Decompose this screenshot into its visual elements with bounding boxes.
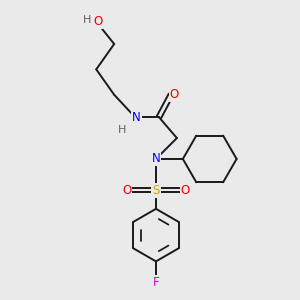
Text: O: O xyxy=(122,184,131,197)
Text: N: N xyxy=(132,111,141,124)
Text: H: H xyxy=(82,15,91,25)
Text: O: O xyxy=(93,15,102,28)
Text: O: O xyxy=(181,184,190,197)
Text: N: N xyxy=(152,152,160,166)
Text: F: F xyxy=(153,276,159,290)
Text: O: O xyxy=(170,88,179,101)
Text: S: S xyxy=(152,184,160,197)
Text: H: H xyxy=(118,125,127,135)
